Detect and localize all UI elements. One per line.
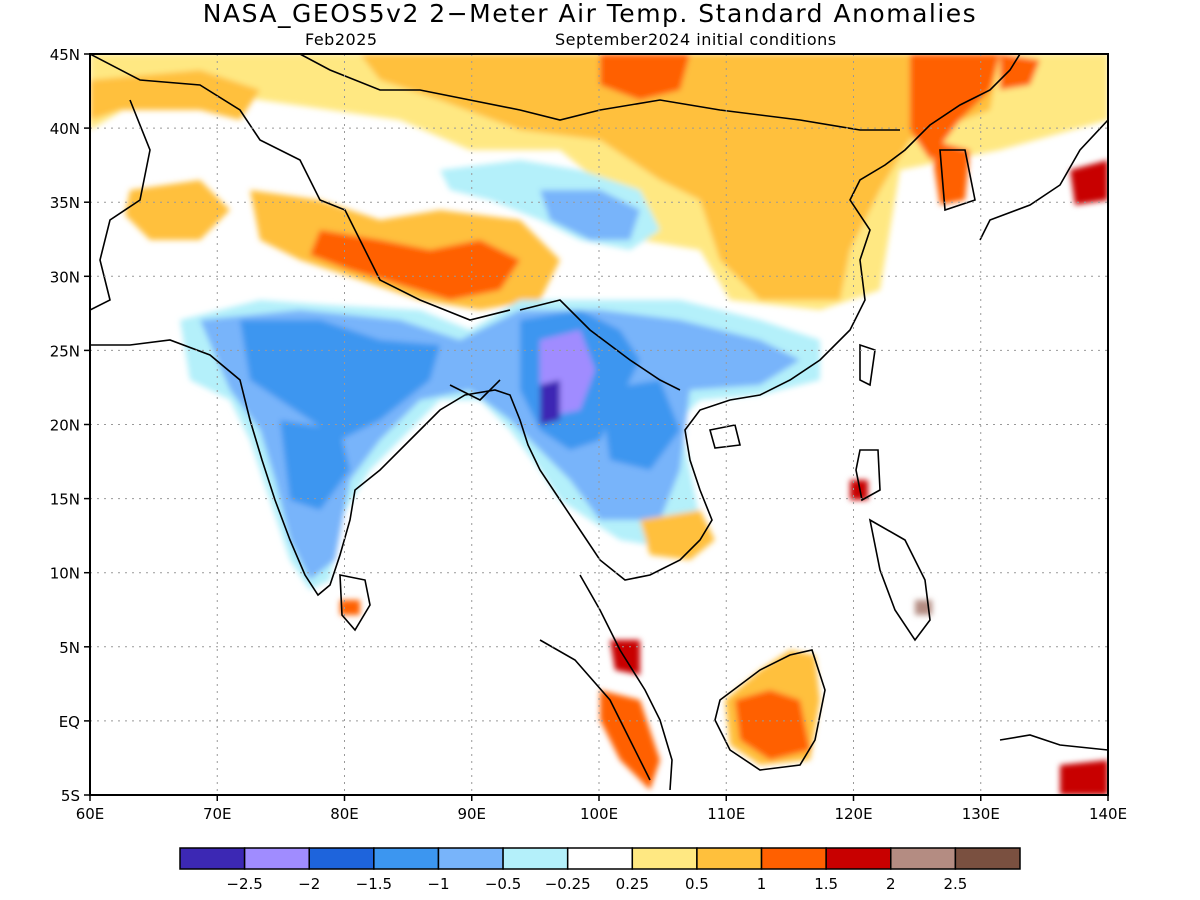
longitude-axis: 60E 70E 80E 90E 100E 110E 120E 130E 140E (76, 795, 1127, 823)
lat-tick-label: 5N (59, 639, 80, 657)
colorbar-label: 2 (886, 875, 896, 893)
colorbar-label: −1 (427, 875, 449, 893)
graticule (90, 54, 1108, 795)
colorbar-label: 1.5 (814, 875, 838, 893)
colorbar-label: −0.25 (545, 875, 591, 893)
colorbar-swatch (890, 847, 957, 870)
valid-month-label: Feb2025 (305, 30, 378, 49)
lat-tick-label: 15N (50, 491, 80, 509)
colorbar-label: 1 (757, 875, 767, 893)
colorbar-swatch (502, 847, 569, 870)
anomaly-field (90, 54, 1108, 795)
colorbar-swatch (373, 847, 440, 870)
colorbar-swatch (437, 847, 504, 870)
lat-tick-label: 35N (50, 194, 80, 212)
colorbar-swatch (308, 847, 375, 870)
lon-tick-label: 130E (962, 805, 1000, 823)
lon-tick-label: 90E (457, 805, 486, 823)
lat-tick-label: 40N (50, 120, 80, 138)
colorbar-swatch (631, 847, 698, 870)
colorbar-label: −2.5 (226, 875, 262, 893)
lon-tick-label: 140E (1089, 805, 1127, 823)
lat-tick-label: 45N (50, 46, 80, 64)
colorbar-swatch (243, 847, 310, 870)
colorbar-swatch (179, 847, 246, 870)
coastlines (90, 54, 1108, 791)
colorbar-label: 0.5 (685, 875, 709, 893)
lat-tick-label: 20N (50, 417, 80, 435)
lat-tick-label: 30N (50, 268, 80, 286)
colorbar: −2.5 −2 −1.5 −1 −0.5 −0.25 0.25 0.5 1 1.5 2 2.5 (179, 847, 1021, 893)
init-conditions-label: September2024 initial conditions (555, 30, 837, 49)
colorbar-label: −2 (298, 875, 320, 893)
colorbar-label: −0.5 (485, 875, 521, 893)
lon-tick-label: 110E (707, 805, 745, 823)
colorbar-swatch (566, 847, 634, 870)
lon-tick-label: 80E (330, 805, 359, 823)
colorbar-label: 0.25 (616, 875, 649, 893)
lon-tick-label: 60E (76, 805, 105, 823)
colorbar-swatch (954, 847, 1021, 870)
colorbar-swatch (760, 847, 827, 870)
colorbar-label: −1.5 (356, 875, 392, 893)
lat-tick-label: 25N (50, 342, 80, 360)
colorbar-label: 2.5 (943, 875, 967, 893)
colorbar-swatch (825, 847, 892, 870)
lon-tick-label: 120E (834, 805, 872, 823)
map-title: NASA_GEOS5v2 2−Meter Air Temp. Standard … (202, 0, 978, 28)
lon-tick-label: 70E (203, 805, 232, 823)
lat-tick-label: EQ (59, 713, 80, 731)
latitude-axis: 45N 40N 35N 30N 25N 20N 15N 10N 5N EQ 5S (50, 46, 90, 805)
lat-tick-label: 10N (50, 565, 80, 583)
colorbar-swatch (696, 847, 763, 870)
lon-tick-label: 100E (580, 805, 618, 823)
lat-tick-label: 5S (61, 787, 80, 805)
